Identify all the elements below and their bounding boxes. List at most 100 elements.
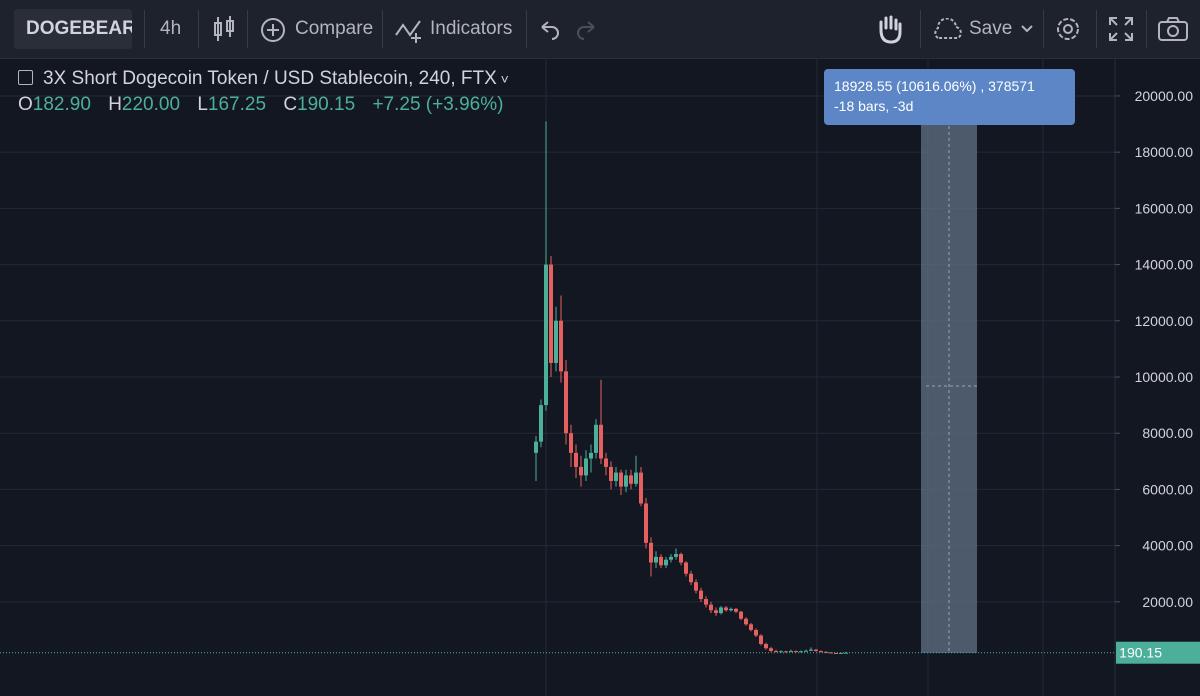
candle-body	[684, 562, 688, 574]
candle-body	[659, 556, 663, 566]
y-tick-label: 20000.00	[1135, 88, 1194, 104]
candle-body	[669, 556, 673, 560]
candle-body	[594, 424, 598, 453]
y-tick-label: 10000.00	[1135, 369, 1194, 385]
y-tick-label: 18000.00	[1135, 144, 1194, 160]
candle-body	[764, 644, 768, 649]
candle-body	[569, 433, 573, 453]
save-menu-arrow[interactable]	[1020, 24, 1034, 82]
y-tick-label: 4000.00	[1142, 538, 1193, 554]
separator	[382, 10, 383, 48]
indicators-icon[interactable]	[394, 17, 424, 75]
candle-body	[549, 264, 553, 363]
symbol-button[interactable]: DOGEBEAR2	[14, 9, 132, 49]
interval-button[interactable]: 4h	[160, 18, 182, 39]
open-value: 182.90	[32, 94, 91, 115]
high-label: H	[108, 94, 122, 115]
separator	[1043, 10, 1044, 48]
candle-body	[629, 475, 633, 484]
candle-body	[709, 604, 713, 611]
last-price-badge	[1116, 641, 1200, 664]
candle-body	[639, 472, 643, 504]
measure-line: 18928.55 (10616.06%) , 378571	[834, 78, 1035, 94]
candle-body	[689, 573, 693, 583]
candle-body	[739, 611, 743, 619]
low-label: L	[197, 94, 208, 115]
change-value: +7.25 (+3.96%)	[372, 94, 504, 115]
candle-body	[714, 610, 718, 614]
undo-redo[interactable]	[538, 19, 598, 77]
candle-body	[604, 458, 608, 467]
separator	[144, 10, 145, 48]
candle-body	[834, 652, 838, 654]
candle-body	[664, 559, 668, 566]
candle-body	[749, 624, 753, 630]
candle-body	[819, 651, 823, 653]
y-tick-label: 6000.00	[1142, 481, 1193, 497]
series-title: 3X Short Dogecoin Token / USD Stablecoin…	[43, 68, 497, 89]
fullscreen-icon[interactable]	[1108, 16, 1134, 74]
candle-body	[744, 618, 748, 625]
pan-icon[interactable]	[875, 14, 905, 72]
candle-body	[759, 635, 763, 645]
candle-body	[579, 466, 583, 476]
candle-body	[814, 649, 818, 652]
candle-body	[589, 452, 593, 459]
separator	[1146, 10, 1147, 48]
candle-body	[574, 452, 578, 467]
candle-body	[799, 651, 803, 653]
compare-icon[interactable]	[260, 17, 286, 75]
candle-body	[769, 648, 773, 652]
chart-type-icon[interactable]	[212, 15, 236, 73]
candle-body	[564, 371, 568, 434]
candle-body	[789, 651, 793, 653]
separator	[247, 10, 248, 48]
snapshot-icon[interactable]	[1157, 16, 1189, 74]
candle-body	[804, 650, 808, 652]
settings-icon[interactable]	[1054, 15, 1082, 73]
toolbar: DOGEBEAR2 4h Compare Indicators Save	[0, 0, 1200, 59]
series-menu[interactable]: ˅	[496, 71, 509, 87]
separator	[198, 10, 199, 48]
candle-body	[704, 599, 708, 605]
candle-body	[654, 556, 658, 563]
y-tick-label: 16000.00	[1135, 200, 1194, 216]
compare-button[interactable]: Compare	[295, 18, 374, 39]
candle-body	[634, 472, 638, 484]
candle-body	[554, 320, 558, 363]
y-tick-label: 8000.00	[1142, 425, 1193, 441]
series-legend: 3X Short Dogecoin Token / USD Stablecoin…	[18, 68, 509, 90]
candle-body	[534, 441, 538, 453]
open-label: O	[18, 94, 33, 115]
last-price-label: 190.15	[1119, 645, 1162, 661]
y-tick-label: 2000.00	[1142, 594, 1193, 610]
measure-tooltip: 18928.55 (10616.06%) , 378571 -18 bars, …	[824, 69, 1075, 125]
close-value: 190.15	[297, 94, 356, 115]
indicators-button[interactable]: Indicators	[430, 18, 513, 39]
measure-line: -18 bars, -3d	[834, 98, 914, 114]
close-label: C	[283, 94, 298, 115]
candle-body	[794, 651, 798, 653]
candle-body	[734, 608, 738, 612]
ohlc-values: O182.90 H220.00 L167.25 C190.15 +7.25 (+…	[18, 94, 515, 116]
candle-body	[724, 607, 728, 611]
save-button[interactable]: Save	[969, 18, 1013, 39]
candle-body	[649, 542, 653, 563]
candle-body	[584, 458, 588, 476]
candle-body	[674, 554, 678, 557]
separator	[526, 10, 527, 48]
y-tick-label: 12000.00	[1135, 313, 1194, 329]
candle-body	[609, 466, 613, 481]
candle-body	[559, 320, 563, 372]
cloud-icon[interactable]	[930, 18, 966, 76]
candle-body	[544, 264, 548, 406]
candle-body	[719, 607, 723, 614]
collapse-icon[interactable]	[18, 70, 33, 85]
low-value: 167.25	[207, 94, 267, 115]
candle-body	[624, 475, 628, 487]
separator	[1096, 10, 1097, 48]
candle-body	[679, 554, 683, 563]
candle-body	[729, 608, 733, 611]
